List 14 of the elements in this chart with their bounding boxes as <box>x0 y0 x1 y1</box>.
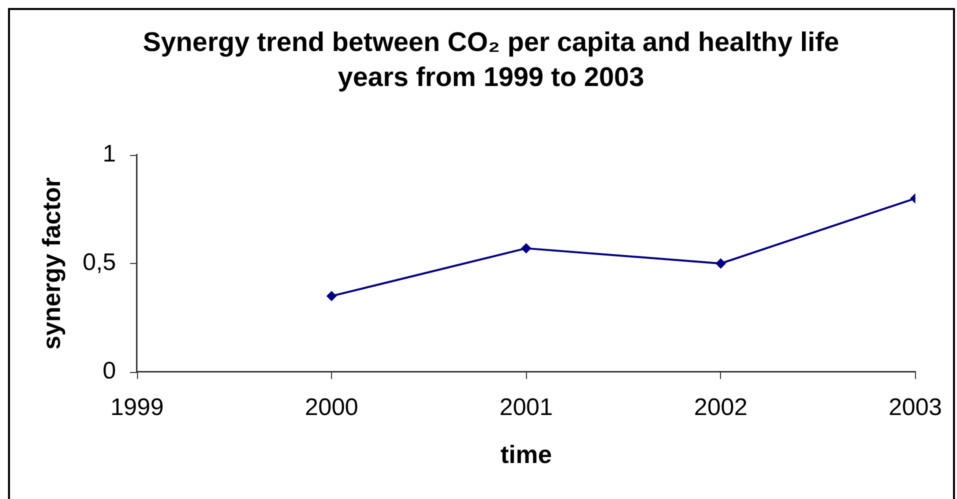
chart-title: Synergy trend between CO₂ per capita and healthy life years from 1999 to 2003 <box>142 26 840 94</box>
point <box>521 243 532 254</box>
y-axis-title: synergy factor <box>38 177 66 350</box>
x-tick-label: 1999 <box>110 394 164 422</box>
point <box>716 258 726 268</box>
x-axis-title: time <box>500 440 552 469</box>
point <box>326 291 337 302</box>
x-tick-label: 2002 <box>694 394 748 422</box>
y-tick-label: 0 <box>102 358 116 385</box>
x-tick-label: 2001 <box>499 394 553 422</box>
x-tick-label: 2003 <box>888 394 942 422</box>
y-tick-label: 0,5 <box>82 249 116 276</box>
y-tick-label: 1 <box>102 140 116 168</box>
x-tick-label: 2000 <box>304 394 358 422</box>
